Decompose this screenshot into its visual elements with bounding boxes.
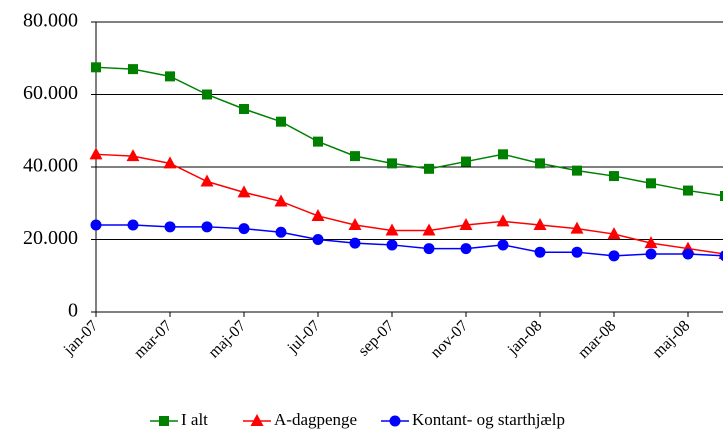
marker (348, 218, 362, 230)
marker (128, 64, 138, 75)
y-tick-label: 80.000 (23, 10, 78, 32)
marker (165, 71, 175, 82)
marker (238, 223, 250, 235)
series-line (95, 153, 723, 255)
marker (349, 237, 361, 249)
marker (535, 158, 545, 169)
marker (275, 226, 287, 238)
x-tick-label: mar-07 (131, 317, 175, 361)
marker (460, 243, 472, 255)
marker (496, 214, 510, 227)
marker (609, 171, 619, 182)
x-tick-label: jan-08 (504, 317, 546, 359)
x-tick-label: mar-08 (575, 317, 619, 361)
marker (534, 246, 546, 258)
marker (274, 194, 288, 207)
y-tick-label: 60.000 (23, 82, 78, 104)
marker (387, 158, 397, 169)
marker (312, 234, 324, 245)
marker (459, 218, 473, 230)
marker (644, 236, 658, 249)
y-tick-label: 40.000 (23, 155, 78, 177)
x-tick-label: maj-08 (649, 317, 693, 361)
marker (646, 178, 656, 189)
x-tick-label: sep-07 (355, 317, 397, 359)
legend-item: I alt (150, 410, 208, 429)
marker (497, 239, 509, 251)
marker (683, 185, 693, 196)
marker (89, 147, 103, 160)
marker (533, 218, 547, 230)
marker (90, 219, 102, 231)
marker (461, 156, 471, 167)
marker (164, 221, 176, 233)
y-tick-label: 20.000 (23, 227, 78, 249)
marker (386, 239, 398, 251)
legend-item: Kontant- og starthjælp (381, 410, 565, 429)
marker (720, 191, 723, 201)
marker (570, 221, 584, 234)
marker (201, 221, 213, 233)
marker (607, 227, 621, 240)
series-line (95, 66, 723, 197)
marker (719, 250, 723, 261)
legend-label: A-dagpenge (274, 410, 357, 429)
marker (126, 149, 140, 162)
marker (572, 165, 582, 176)
legend-label: Kontant- og starthjælp (412, 410, 565, 429)
marker (237, 185, 251, 198)
marker (498, 149, 508, 160)
marker (311, 208, 325, 221)
marker (200, 174, 214, 187)
x-tick-label: nov-07 (427, 317, 471, 361)
marker (423, 243, 435, 255)
marker (424, 163, 434, 174)
marker (202, 89, 212, 100)
marker (276, 116, 286, 127)
marker (127, 219, 139, 231)
x-tick-label: jul-07 (284, 317, 324, 357)
marker (385, 223, 399, 236)
marker (645, 248, 657, 260)
marker (389, 415, 401, 427)
marker (313, 136, 323, 147)
marker (422, 223, 436, 236)
marker (682, 248, 694, 260)
marker (163, 156, 177, 169)
marker (250, 414, 264, 426)
marker (239, 104, 249, 114)
y-tick-label: 0 (68, 300, 78, 322)
series-line (96, 224, 723, 257)
marker (159, 416, 169, 426)
marker (571, 246, 583, 258)
x-tick-label: jan-07 (60, 317, 102, 359)
marker (608, 250, 620, 262)
legend-item: A-dagpenge (243, 410, 357, 429)
legend-label: I alt (181, 410, 208, 429)
marker (91, 62, 101, 73)
x-tick-label: maj-07 (205, 317, 249, 361)
marker (350, 151, 360, 162)
